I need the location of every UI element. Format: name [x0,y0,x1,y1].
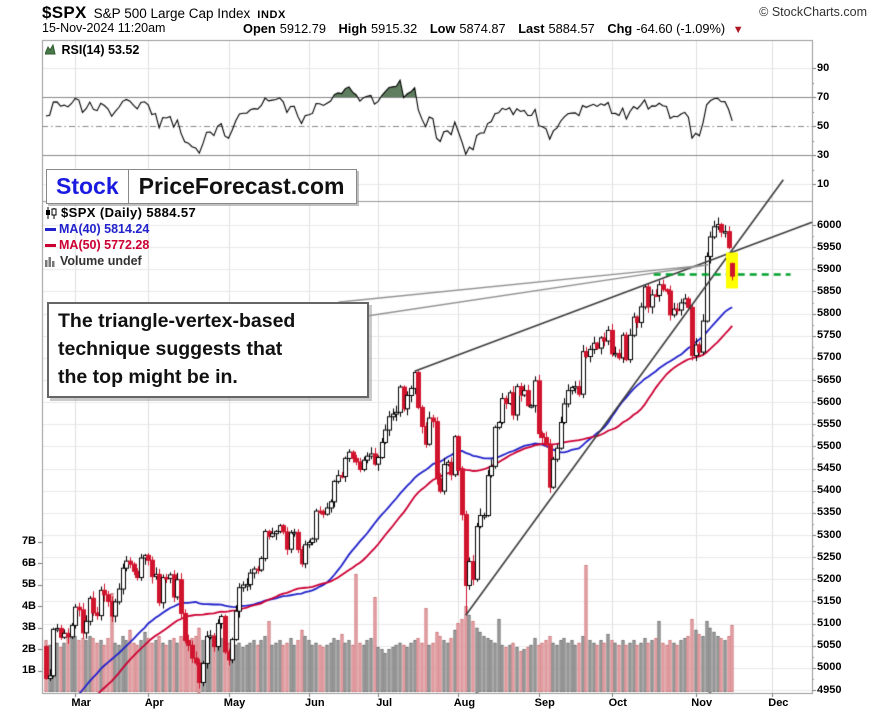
ma40-line-icon [45,227,56,231]
ma50-line-icon [45,243,56,247]
spx-legend-row: $SPX (Daily) 5884.57 [45,205,196,221]
chart-datetime: 15-Nov-2024 11:20am [42,21,166,35]
rsi-area-icon [44,43,56,55]
price-axis-label: 6000 [817,218,842,231]
price-axis-label: 5750 [817,329,842,342]
price-axis-label: 5700 [817,351,842,364]
symbol-label: $SPX [42,3,87,22]
volume-axis-label: 4B [21,599,36,612]
candlestick-icon [46,207,57,219]
high-label: High [338,21,367,36]
month-axis-label: May [223,697,246,709]
price-axis-label: 5300 [817,528,842,541]
annotation-line-1: The triangle-vertex-based [58,310,296,332]
month-axis-label: Nov [691,697,713,709]
rsi-axis-label: 10 [817,177,830,190]
open-value: 5912.79 [279,21,326,36]
low-value: 5874.87 [459,21,506,36]
last-label: Last [518,21,545,36]
exchange-label: INDX [257,9,286,21]
spx-legend-label: $SPX (Daily) 5884.57 [61,205,197,220]
annotation-line-2: technique suggests that [58,338,283,360]
price-axis-label: 5900 [817,262,842,275]
quote-summary: Open 5912.79 High 5915.32 Low 5874.87 Last 5… [243,21,744,36]
open-label: Open [243,21,276,36]
ma40-legend-label: MA(40) 5814.24 [59,222,150,236]
rsi-axis-label: 70 [817,90,830,103]
price-axis-label: 5800 [817,307,842,320]
high-value: 5915.32 [370,21,418,36]
chg-value: -64.60 (-1.09%) [636,21,726,36]
volume-legend-row: Volume undef [45,253,196,269]
volume-axis-label: 1B [21,664,36,676]
annotation-box: The triangle-vertex-based technique sugg… [47,302,369,398]
stockcharts-copyright-link[interactable]: © StockCharts.com [759,5,867,19]
low-label: Low [429,21,456,36]
annotation-line-3: the top might be in. [58,366,238,388]
price-axis-label: 5150 [817,594,842,607]
price-axis-label: 5550 [817,417,842,430]
ma50-legend-row: MA(50) 5772.28 [45,237,196,253]
volume-axis-label: 7B [21,535,36,547]
price-axis-label: 5650 [817,373,842,386]
price-legend: $SPX (Daily) 5884.57 MA(40) 5814.24 MA(5… [45,205,196,269]
stockpriceforecast-logo[interactable]: Stock PriceForecast.com [46,169,358,204]
volume-axis-label: 5B [21,578,36,590]
price-axis-label: 5400 [817,484,842,497]
month-axis-label: Mar [71,697,91,709]
month-axis-label: Jul [376,697,393,709]
chg-label: Chg [607,21,633,36]
price-axis-label: 5100 [817,617,842,630]
logo-stock-text: Stock [47,170,129,203]
rsi-legend: RSI(14) 53.52 [44,43,140,57]
rsi-axis-label: 90 [817,61,830,74]
price-axis-label: 5050 [817,639,842,652]
month-axis-label: Sep [534,697,555,709]
down-arrow-icon: ▼ [732,24,744,36]
chart-header: $SPX S&P 500 Large Cap Index INDX [42,3,286,23]
price-axis-label: 5200 [817,572,842,585]
ma40-legend-row: MA(40) 5814.24 [45,221,196,237]
price-axis-label: 5950 [817,240,842,253]
price-axis-label: 5000 [817,661,842,674]
volume-axis-label: 2B [21,642,36,655]
rsi-axis-label: 30 [817,148,830,161]
month-axis-label: Jun [305,697,325,709]
price-axis-label: 5500 [817,439,842,452]
price-axis-label: 5600 [817,395,842,408]
index-name: S&P 500 Large Cap Index [93,6,251,21]
ma50-legend-label: MA(50) 5772.28 [59,238,150,252]
price-axis-label: 5450 [817,462,842,475]
month-axis-label: Oct [608,697,627,709]
logo-rest-text: PriceForecast.com [138,173,345,199]
volume-axis-label: 6B [21,556,36,569]
price-axis-label: 5850 [817,284,842,297]
price-axis-label: 5350 [817,506,842,519]
volume-bars-icon [45,256,55,267]
last-value: 5884.57 [548,21,595,36]
rsi-axis-label: 50 [817,119,830,132]
month-axis-label: Apr [144,697,164,709]
volume-legend-label: Volume undef [60,254,142,268]
rsi-label: RSI(14) 53.52 [61,43,140,57]
price-axis-label: 5250 [817,550,842,563]
volume-axis-label: 3B [21,621,36,633]
price-axis-label: 4950 [817,683,842,696]
month-axis-label: Aug [453,697,476,709]
month-axis-label: Dec [768,697,789,709]
